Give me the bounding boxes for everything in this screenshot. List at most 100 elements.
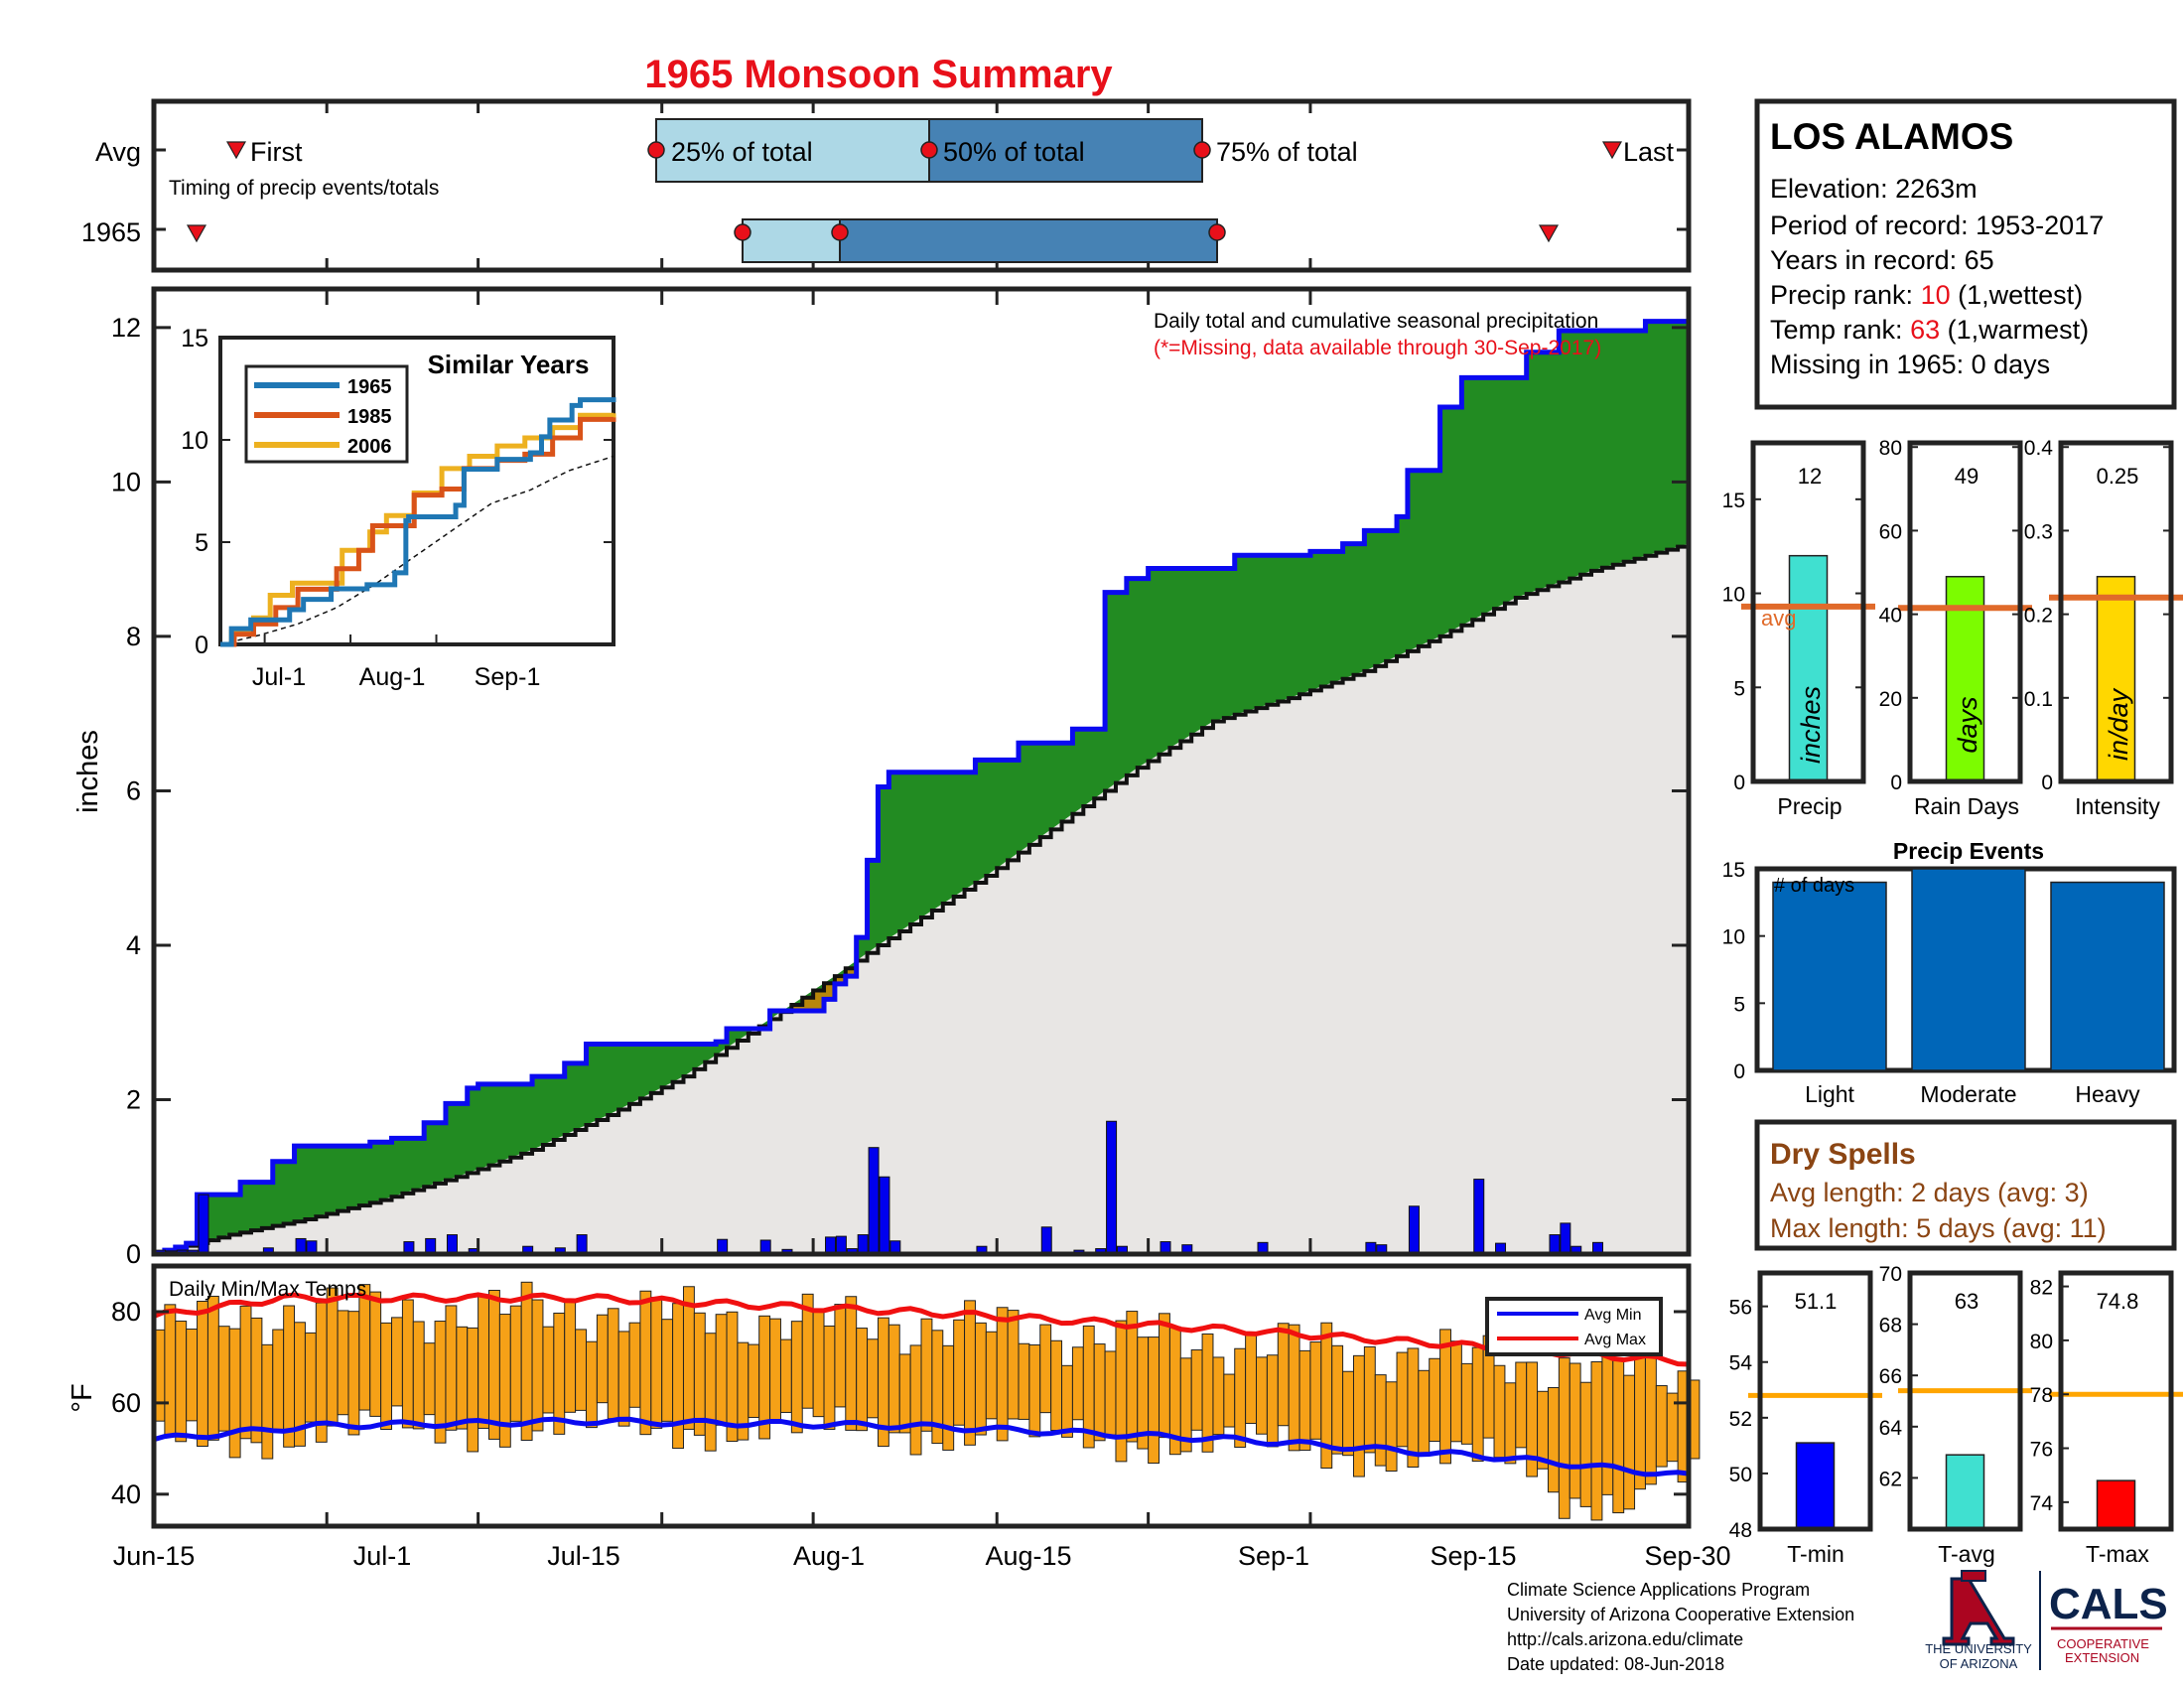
daily-temp-bar-41 (596, 1314, 609, 1404)
daily-temp-bar-131 (1569, 1362, 1581, 1499)
daily-temp-bar-81 (1028, 1344, 1041, 1438)
daily-precip-bar-4 (198, 1194, 209, 1255)
daily-temp-bar-69 (898, 1353, 911, 1434)
daily-precip-bar-23 (868, 1147, 880, 1255)
daily-temp-bar-137 (1634, 1353, 1646, 1490)
daily-temp-bar-50 (693, 1312, 706, 1436)
temps-ytick-label-2: 80 (111, 1297, 141, 1327)
timing-caption: Timing of precip events/totals (169, 177, 439, 200)
daily-temp-bar-124 (1493, 1364, 1506, 1459)
daily-temp-bar-129 (1547, 1386, 1560, 1493)
dry-spells-max: Max length: 5 days (avg: 11) (1770, 1213, 2107, 1243)
daily-temp-bar-58 (779, 1338, 792, 1413)
daily-precip-bar-37 (1408, 1205, 1420, 1255)
daily-temp-bar-22 (391, 1317, 403, 1407)
daily-temp-bar-64 (845, 1296, 858, 1431)
daily-temp-bar-59 (790, 1321, 803, 1434)
daily-precip-bar-41 (1560, 1222, 1571, 1255)
summary-ytick-label-1-2: 40 (1879, 605, 1902, 628)
events-ytick-label-1: 5 (1733, 993, 1745, 1016)
summary-ytick-label-1-4: 80 (1879, 437, 1902, 460)
ua-a-icon (1942, 1577, 2015, 1646)
daily-temp-bar-36 (542, 1326, 555, 1414)
daily-temp-bar-114 (1385, 1381, 1398, 1473)
timing-quantile-marker-5 (1208, 223, 1226, 241)
tempbar-label-min: T-min (1787, 1541, 1844, 1567)
footer-line1: Climate Science Applications Program (1507, 1580, 1810, 1600)
daily-temp-bar-98 (1212, 1356, 1225, 1436)
tempbar-0 (1795, 1442, 1836, 1530)
summary-label-raindays: Rain Days (1914, 793, 2019, 819)
daily-temp-bar-6 (217, 1326, 230, 1432)
daily-temp-bar-18 (347, 1311, 360, 1436)
daily-temp-bar-73 (942, 1344, 955, 1451)
daily-temp-bar-17 (337, 1310, 349, 1416)
cals-wordmark: CALS (2049, 1580, 2168, 1628)
tempbar-ytick-label-2-2: 78 (2030, 1384, 2053, 1407)
inset-xtick-sep: Sep-1 (475, 663, 541, 691)
tempbar-ytick-label-2-0: 74 (2030, 1492, 2054, 1515)
daily-temp-bar-107 (1309, 1341, 1322, 1440)
daily-temp-bar-136 (1623, 1374, 1636, 1510)
inset-legend-1965: 1965 (347, 376, 392, 398)
summary-ytick-label-2-0: 0 (2041, 772, 2053, 794)
tempbar-ytick-label-2-4: 82 (2030, 1277, 2053, 1300)
timing-panel-frame (151, 98, 1692, 273)
coop-line2: EXTENSION (2065, 1650, 2139, 1665)
daily-temp-bar-57 (769, 1318, 781, 1423)
station-period: Period of record: 1953-2017 (1770, 211, 2104, 240)
daily-temp-bar-25 (423, 1342, 436, 1416)
daily-precip-bar-15 (576, 1234, 588, 1255)
daily-temp-bar-35 (531, 1299, 544, 1432)
daily-temp-bar-40 (585, 1340, 598, 1429)
tempbar-ytick-label-1-4: 70 (1879, 1263, 1902, 1286)
inset-legend-1985: 1985 (347, 406, 392, 428)
precip-panel: 0 2 4 6 8 10 12 (111, 289, 1691, 1269)
daily-temp-bar-135 (1612, 1358, 1625, 1514)
normal-cumulative-area (154, 543, 1689, 1254)
daily-temp-bar-68 (887, 1324, 900, 1434)
footer-line2: University of Arizona Cooperative Extens… (1507, 1605, 1854, 1624)
daily-temp-bar-4 (197, 1301, 208, 1448)
precip-missing-note: (*=Missing, data available through 30-Se… (1154, 337, 1601, 359)
events-ytick-label-0: 0 (1733, 1060, 1745, 1083)
temps-panel-frame (151, 1263, 1692, 1529)
daily-temp-bar-101 (1245, 1335, 1258, 1424)
avg-max-line (153, 1292, 1690, 1367)
daily-temp-bar-125 (1504, 1382, 1517, 1465)
tempbar-ytick-label-1-2: 66 (1879, 1365, 1902, 1388)
first-label: First (250, 137, 303, 167)
timing-quantile-marker-4 (831, 223, 849, 241)
daily-temp-bar-14 (304, 1332, 317, 1423)
xtick-jun15: Jun-15 (113, 1541, 196, 1571)
xtick-sep1: Sep-1 (1238, 1541, 1309, 1571)
inset-1965-line (220, 397, 616, 647)
daily-temp-bar-12 (283, 1305, 296, 1448)
precip-ytick-label-1: 2 (126, 1084, 141, 1114)
daily-temp-bar-111 (1352, 1354, 1365, 1477)
summary-bars: 0 5 10 15 0 20 40 60 80 0 0.1 0.2 0.3 0.4 (1722, 437, 2183, 794)
actual-cumulative-line (154, 319, 1689, 1257)
daily-temp-bar-19 (358, 1284, 371, 1411)
tempbar-frame-1 (1907, 1270, 2023, 1532)
tempbar-frame-0 (1757, 1270, 1873, 1532)
precip-title: Daily total and cumulative seasonal prec… (1154, 310, 1598, 333)
station-info-box (1754, 98, 2177, 410)
daily-temp-bar-31 (488, 1289, 500, 1440)
avg-last-marker-icon (1601, 141, 1623, 160)
q25-label: 25% of total (671, 137, 813, 167)
temps-ytick-label-1: 60 (111, 1388, 141, 1418)
daily-precip-bar-40 (1549, 1234, 1561, 1255)
tempbar-1 (1945, 1454, 1985, 1530)
daily-temp-bar-132 (1579, 1381, 1592, 1507)
year-first-marker-icon (186, 224, 207, 243)
daily-temp-bar-87 (1093, 1343, 1106, 1442)
summary-unit-intensity: in/day (2104, 687, 2133, 761)
ua-a-cap (1961, 1570, 1986, 1582)
daily-temp-bar-7 (228, 1328, 241, 1459)
daily-temp-bar-34 (520, 1281, 533, 1441)
avg-first-marker-icon (225, 141, 247, 160)
temps-panel: 40 60 80 (111, 1281, 1701, 1526)
tempbar-label-max: T-max (2086, 1541, 2149, 1567)
precip-panel-frame (151, 286, 1692, 1257)
